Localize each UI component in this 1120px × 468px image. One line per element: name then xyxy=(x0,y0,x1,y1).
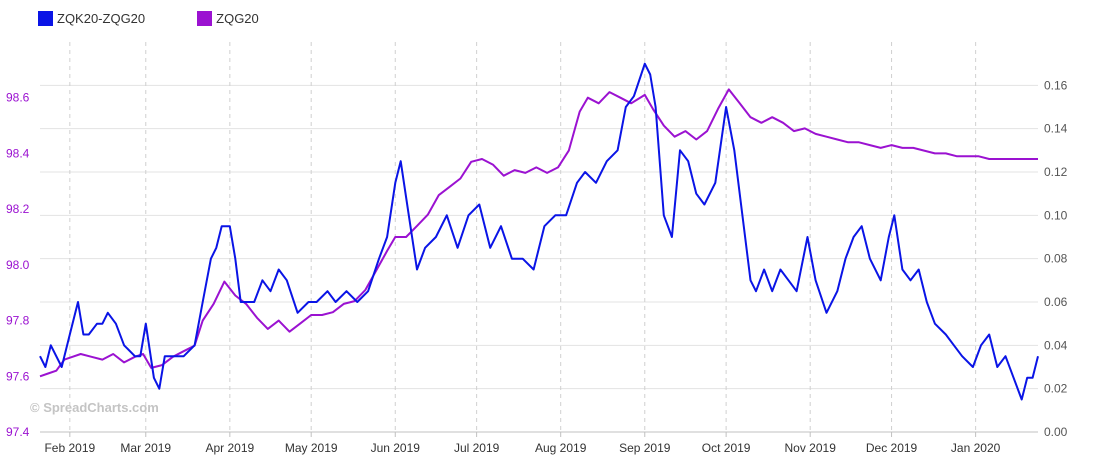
y-right-tick-label: 0.04 xyxy=(1044,338,1068,352)
legend-label-zqg20: ZQG20 xyxy=(216,10,259,26)
series-line-zqg20 xyxy=(39,88,1038,378)
grid xyxy=(40,42,1038,433)
watermark: © SpreadCharts.com xyxy=(30,400,159,415)
y-right-tick-label: 0.06 xyxy=(1044,295,1068,309)
y-axis-left: 97.4 97.6 97.8 98.0 98.2 98.4 98.6 xyxy=(6,91,30,439)
legend-item-spread[interactable]: ZQK20-ZQG20 xyxy=(38,10,146,26)
y-right-tick-label: 0.14 xyxy=(1044,122,1068,136)
x-tick-label: Jul 2019 xyxy=(454,441,500,455)
y-right-tick-label: 0.16 xyxy=(1044,78,1068,92)
legend-swatch-zqg20 xyxy=(197,10,213,26)
x-tick-label: Oct 2019 xyxy=(702,441,751,455)
x-tick-label: Apr 2019 xyxy=(205,441,254,455)
y-right-tick-label: 0.02 xyxy=(1044,382,1068,396)
y-left-tick-label: 97.4 xyxy=(6,425,30,439)
legend-label-spread: ZQK20-ZQG20 xyxy=(57,10,146,26)
y-right-tick-label: 0.10 xyxy=(1044,208,1068,222)
x-axis: Feb 2019 Mar 2019 Apr 2019 May 2019 Jun 2019… xyxy=(40,431,1038,455)
y-right-tick-label: 0.08 xyxy=(1044,252,1068,266)
series-lines xyxy=(39,62,1039,401)
x-tick-label: Dec 2019 xyxy=(866,441,918,455)
series-line-zqk20-zqg20 xyxy=(39,62,1039,401)
x-tick-label: May 2019 xyxy=(285,441,338,455)
x-tick-label: Jan 2020 xyxy=(951,441,1001,455)
legend: ZQK20-ZQG20 ZQG20 xyxy=(38,8,259,28)
x-tick-label: Sep 2019 xyxy=(619,441,671,455)
x-tick-label: Jun 2019 xyxy=(371,441,421,455)
x-tick-label: Mar 2019 xyxy=(120,441,171,455)
y-left-tick-label: 98.6 xyxy=(6,91,30,105)
y-left-tick-label: 97.8 xyxy=(6,314,30,328)
y-left-tick-label: 98.0 xyxy=(6,258,30,272)
y-left-tick-label: 98.4 xyxy=(6,146,30,160)
y-left-tick-label: 98.2 xyxy=(6,202,30,216)
x-tick-label: Aug 2019 xyxy=(535,441,587,455)
y-axis-right: 0.00 0.02 0.04 0.06 0.08 0.10 0.12 0.14 0.16 xyxy=(1044,78,1068,439)
y-left-tick-label: 97.6 xyxy=(6,369,30,383)
x-tick-label: Nov 2019 xyxy=(785,441,837,455)
y-right-tick-label: 0.00 xyxy=(1044,425,1068,439)
legend-swatch-spread xyxy=(38,10,53,26)
x-tick-label: Feb 2019 xyxy=(44,441,95,455)
y-right-tick-label: 0.12 xyxy=(1044,165,1068,179)
legend-item-zqg20[interactable]: ZQG20 xyxy=(197,10,259,26)
